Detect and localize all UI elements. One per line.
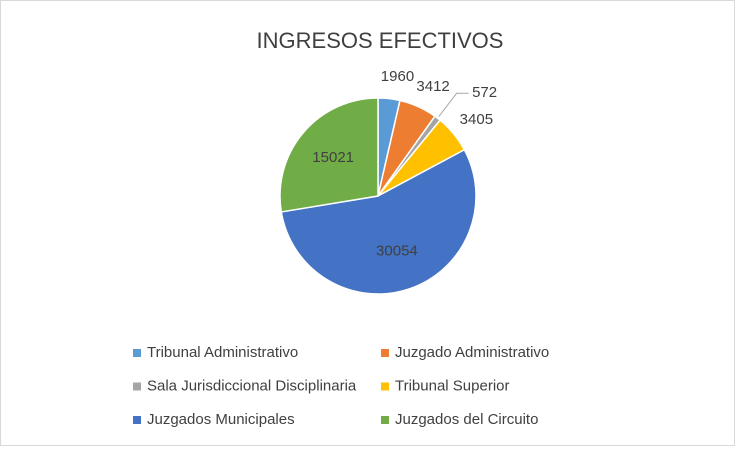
pie-slice <box>279 97 379 213</box>
legend-swatch <box>133 382 141 391</box>
data-label: 1960 <box>381 68 414 85</box>
leader-line <box>438 92 469 117</box>
legend-label: Tribunal Superior <box>395 377 510 394</box>
legend-label: Juzgado Administrativo <box>395 344 549 361</box>
data-label: 572 <box>472 84 497 101</box>
pie-slice <box>280 148 477 295</box>
data-label: 30054 <box>376 243 418 260</box>
data-label: 3405 <box>460 111 493 128</box>
data-label: 3412 <box>416 78 449 95</box>
legend-label: Juzgados del Circuito <box>395 411 538 428</box>
legend-swatch <box>133 349 141 357</box>
legend-swatch <box>381 349 389 357</box>
legend-swatch <box>381 382 389 391</box>
data-label: 15021 <box>312 149 354 166</box>
legend-label: Sala Jurisdiccional Disciplinaria <box>147 377 357 394</box>
legend-swatch <box>381 416 389 424</box>
legend-label: Juzgados Municipales <box>147 411 295 428</box>
legend-label: Tribunal Administrativo <box>147 344 298 361</box>
chart-title: INGRESOS EFECTIVOS <box>257 28 504 53</box>
legend-swatch <box>133 416 141 424</box>
